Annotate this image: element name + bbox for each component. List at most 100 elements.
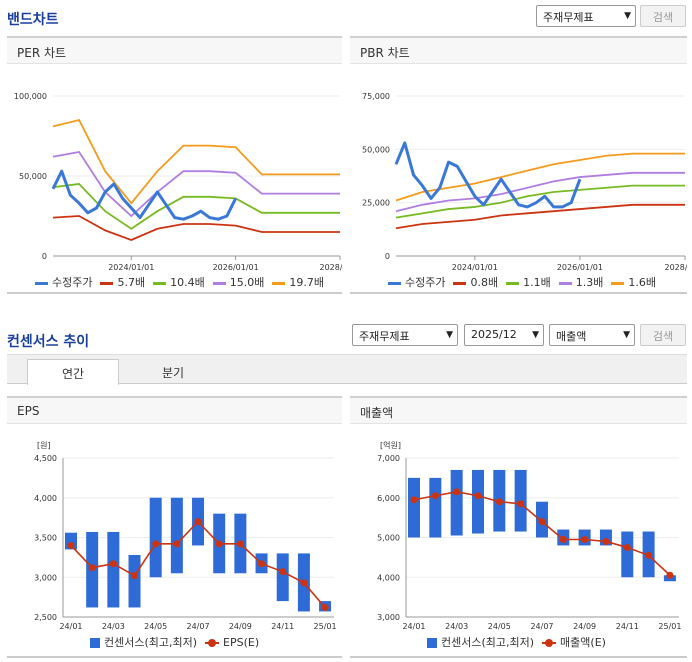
consensus-statement-select-value: 주재무제표 [359,330,410,343]
consensus-range-bar [408,477,420,538]
consensus-period-select-value: 2025/12 [471,328,517,341]
legend-item-estimate: 매출액(E) [542,634,606,650]
consensus-period-select[interactable]: 2025/12 ▼ [464,324,544,346]
legend-label: 0.8배 [470,276,499,289]
x-tick-label: 2028/01/0 [664,263,687,272]
estimate-point [666,571,674,579]
estimate-point [88,564,96,572]
legend-bar-swatch [427,638,437,648]
estimate-point [495,498,503,506]
legend-label: 19.7배 [289,276,324,289]
eps-panel-bottom [7,656,342,658]
y-tick-label: 3,000 [377,613,400,622]
consensus-range-bar [149,497,162,578]
consensus-item-select[interactable]: 매출액 ▼ [549,324,635,346]
consensus-tabs: 연간 분기 [7,354,687,385]
chevron-down-icon: ▼ [532,330,539,340]
band-statement-select[interactable]: 주재무제표 ▼ [536,5,636,27]
estimate-point [645,551,653,559]
legend-item: 1.1배 [506,274,551,290]
estimate-point [67,541,75,549]
band-line-3 [395,171,685,213]
legend-item: 15.0배 [212,274,264,290]
y-axis-unit: [원] [37,441,51,450]
chevron-down-icon: ▼ [446,330,453,340]
x-tick-label: 2024/01/01 [452,263,498,272]
x-tick-label: 24/05 [144,622,167,631]
consensus-statement-select[interactable]: 주재무제표 ▼ [352,324,458,346]
estimate-point [236,540,244,548]
x-tick-label: 2026/01/01 [213,263,259,272]
consensus-search-button[interactable]: 검색 [640,324,686,346]
band-search-button[interactable]: 검색 [640,5,686,27]
y-tick-label: 3,500 [34,534,57,543]
x-tick-label: 24/07 [530,622,553,631]
x-tick-label: 24/11 [271,622,294,631]
sales-chart: [억원] 3,000 4,000 5,000 6,000 7,000 24/01 24/03 2… [377,440,681,631]
legend-label: 컨센서스(최고,최저) [441,636,535,649]
y-tick-label: 50,000 [19,172,47,181]
x-tick-label: 24/01 [402,622,425,631]
band-line-1 [52,215,340,241]
estimate-point [152,540,160,548]
band-chart-title: 밴드차트 [7,12,59,28]
per-legend: 수정주가 5.7배 10.4배 15.0배 19.7배 [35,274,332,290]
consensus-range-bar [621,531,634,578]
y-tick-label: 3,000 [34,573,57,582]
consensus-range-bar [128,554,141,608]
x-tick-label: 25/01 [314,622,337,631]
eps-panel-header: EPS [7,396,342,424]
y-tick-label: 6,000 [377,494,400,503]
legend-item-range: 컨센서스(최고,최저) [427,634,534,650]
legend-line-swatch [212,281,226,285]
legend-label: 매출액(E) [560,636,606,649]
estimate-point [453,488,461,496]
sales-legend: 컨센서스(최고,최저) 매출액(E) [427,634,614,650]
band-line-1 [395,203,685,230]
tab-annual[interactable]: 연간 [27,359,119,385]
pbr-legend: 수정주가 0.8배 1.1배 1.3배 1.6배 [388,274,664,290]
sales-panel-bottom [350,656,687,658]
x-tick-label: 24/01 [59,622,82,631]
band-statement-select-value: 주재무제표 [543,11,594,24]
x-tick-label: 24/03 [102,622,125,631]
legend-label: 5.7배 [117,276,146,289]
y-tick-label: 4,000 [34,494,57,503]
band-line-4 [395,152,685,202]
estimate-point [602,537,610,545]
y-tick-label: 50,000 [362,145,390,154]
legend-line-swatch [453,281,467,285]
consensus-range-bar [471,469,484,534]
x-tick-label: 24/03 [445,622,468,631]
y-tick-label: 100,000 [14,92,47,101]
per-panel-title: PER 차트 [17,46,67,60]
consensus-item-select-value: 매출액 [556,330,587,343]
estimate-point [131,572,139,580]
legend-item: 1.6배 [611,274,656,290]
sales-panel-header: 매출액 [350,396,687,424]
x-tick-label: 2026/01/01 [557,263,603,272]
estimate-point [517,500,525,508]
legend-line-swatch [388,281,401,285]
legend-label: 수정주가 [405,276,446,289]
legend-item: 0.8배 [453,274,498,290]
tab-quarterly[interactable]: 분기 [161,366,185,380]
estimate-point [431,492,439,500]
pbr-chart: 0 25,000 50,000 75,000 2024/01/01 2026/01/01 2… [362,92,687,272]
legend-label: 컨센서스(최고,최저) [104,636,198,649]
y-tick-label: 0 [385,252,390,261]
legend-label: 1.1배 [523,276,551,289]
estimate-point [173,540,181,548]
legend-item: 수정주가 [388,274,445,290]
legend-line-swatch [506,281,520,285]
legend-label: 1.6배 [628,276,656,289]
eps-panel-title: EPS [17,404,40,418]
price-line [51,169,237,221]
x-tick-label: 2028/01/0 [319,263,342,272]
per-panel-bottom [7,292,342,294]
legend-item: 수정주가 [35,274,92,290]
estimate-point [581,535,589,543]
x-tick-label: 24/11 [616,622,639,631]
eps-legend: 컨센서스(최고,최저) EPS(E) [90,634,267,650]
per-chart: 0 50,000 100,000 2024/01/01 2026/01/01 2028/0… [14,92,342,272]
